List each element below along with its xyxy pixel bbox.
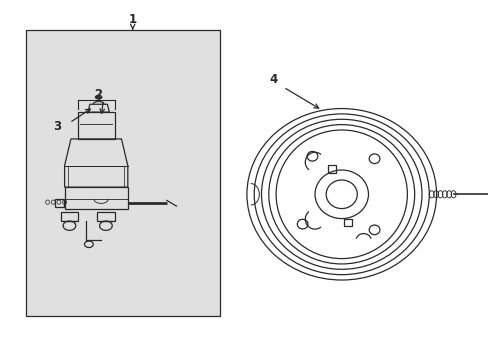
Text: 1: 1 <box>128 13 137 26</box>
Text: 3: 3 <box>53 120 61 133</box>
Text: 2: 2 <box>94 88 102 101</box>
Text: 4: 4 <box>269 73 277 86</box>
FancyBboxPatch shape <box>26 30 220 316</box>
